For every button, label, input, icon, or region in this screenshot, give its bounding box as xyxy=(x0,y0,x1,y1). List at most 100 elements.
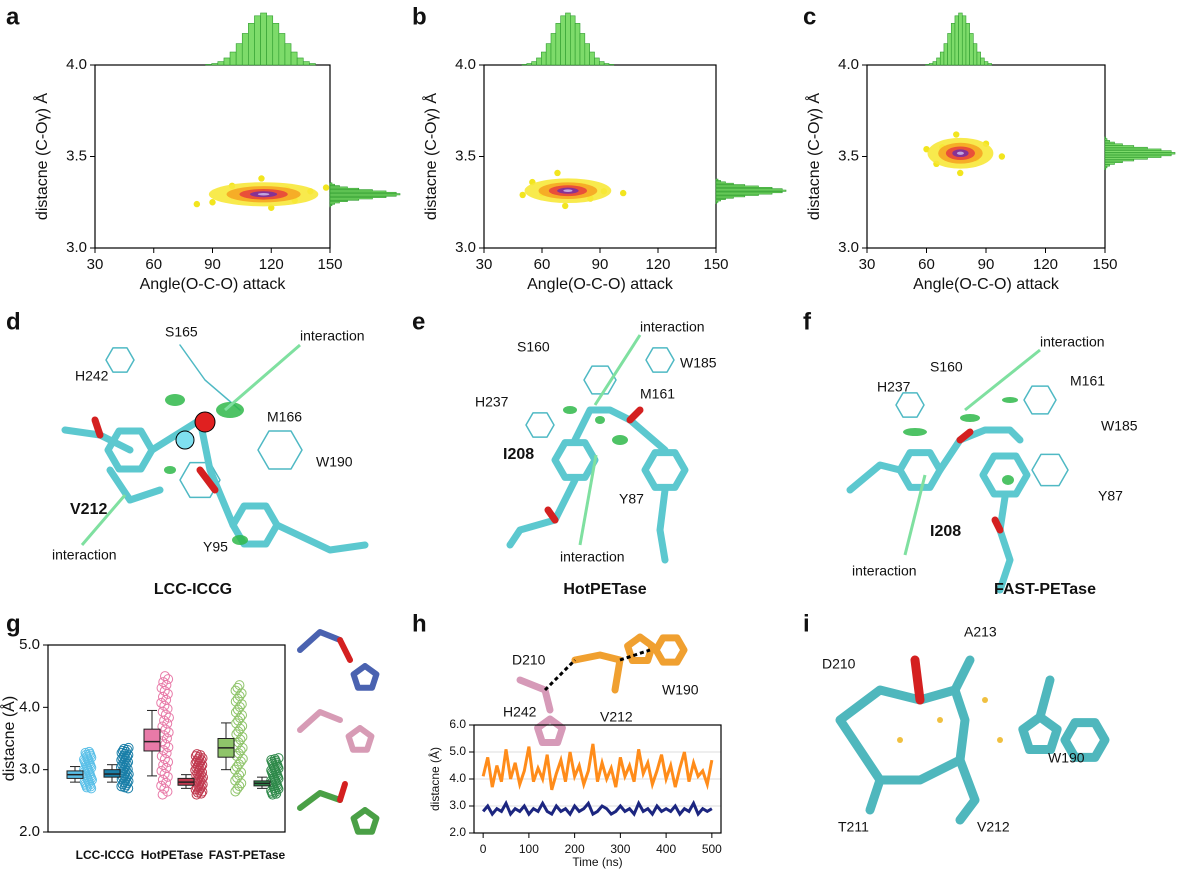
y-tick-label: 4.0 xyxy=(838,56,859,73)
marginal-bar xyxy=(603,63,610,66)
marginal-bar xyxy=(278,33,286,66)
marginal-bar xyxy=(932,61,937,66)
bond xyxy=(106,466,164,504)
bond xyxy=(656,486,669,564)
marginal-bar xyxy=(936,57,941,66)
x-tick-label: 120 xyxy=(1033,256,1058,273)
strip-point xyxy=(192,749,202,760)
marginal-bar xyxy=(555,23,561,66)
panel-label: h xyxy=(412,610,427,637)
residue-label: H242 xyxy=(75,368,109,384)
strip-point xyxy=(232,682,243,693)
y-axis-label: distacne (Å) xyxy=(0,696,18,781)
bond xyxy=(1018,712,1062,755)
x-tick-label: 150 xyxy=(317,256,342,273)
bond xyxy=(571,406,669,454)
residue-label: Y95 xyxy=(203,539,228,555)
arrow xyxy=(80,494,127,546)
interaction-surface xyxy=(1002,397,1018,403)
strip-point xyxy=(156,751,167,762)
bond xyxy=(996,493,1014,594)
plot-frame xyxy=(473,724,722,834)
x-tick-label: 30 xyxy=(476,256,493,273)
marginal-bar xyxy=(260,12,267,66)
bond xyxy=(956,428,974,444)
y-tick-label: 3.0 xyxy=(449,798,466,812)
residue-label: I208 xyxy=(503,446,534,463)
h-bond-dot xyxy=(982,697,988,703)
bond xyxy=(1023,385,1057,415)
residue-label: H242 xyxy=(503,704,537,720)
bond xyxy=(624,633,656,665)
h-bond xyxy=(543,658,577,692)
y-tick-label: 5.0 xyxy=(449,744,466,758)
marginal-bar xyxy=(980,57,985,66)
bond xyxy=(652,634,688,666)
bond xyxy=(551,439,599,481)
x-tick-label: 60 xyxy=(918,256,935,273)
strip-point xyxy=(269,754,280,765)
bond xyxy=(525,412,555,438)
bond xyxy=(1035,675,1055,722)
residue-label: T211 xyxy=(838,819,869,835)
annotation: interaction xyxy=(300,328,365,344)
panel-label: a xyxy=(6,3,20,30)
marginal-bar xyxy=(541,51,547,66)
bond xyxy=(91,416,104,439)
strip-point xyxy=(190,751,201,762)
marginal-bar xyxy=(550,33,557,66)
bond xyxy=(179,344,241,411)
arrow xyxy=(964,348,1041,412)
residue-label: D210 xyxy=(822,656,856,672)
marginal-bar xyxy=(574,23,581,66)
strip-point xyxy=(118,743,129,754)
strip-point xyxy=(80,747,91,758)
interaction-surface xyxy=(563,406,577,414)
marginal-bar xyxy=(983,61,989,66)
density xyxy=(563,189,573,193)
residue-label: I208 xyxy=(930,523,961,540)
panel-i-labels: D210 A213 W190 T211 V212 xyxy=(822,624,1085,835)
structure-title: FAST-PETase xyxy=(994,581,1096,598)
point xyxy=(562,202,569,210)
x-tick-label: 500 xyxy=(702,842,722,856)
bond xyxy=(865,775,885,815)
bond xyxy=(571,651,624,694)
bond xyxy=(273,521,369,554)
h-bond xyxy=(619,648,651,662)
marginal-bar xyxy=(205,64,213,66)
x-tick-label: 90 xyxy=(204,256,221,273)
y-axis-label: distacne (C-Oγ) Å xyxy=(32,93,51,220)
strip-point xyxy=(231,718,242,729)
bond xyxy=(544,506,559,524)
panel-e-labels: interaction S160 W185 H237 M161 I208 Y87… xyxy=(475,319,717,599)
bond xyxy=(534,715,566,747)
residue-label: S160 xyxy=(930,359,963,375)
group-label: HotPETase xyxy=(141,848,204,862)
annotation: interaction xyxy=(560,549,625,565)
y-tick-label: 5.0 xyxy=(19,636,40,653)
x-tick-label: 120 xyxy=(645,256,670,273)
interaction-surface xyxy=(1002,475,1014,485)
density xyxy=(956,151,964,155)
bond xyxy=(645,347,675,373)
strip-point xyxy=(156,683,167,694)
series-line xyxy=(481,743,714,791)
marginal-bar xyxy=(235,43,243,66)
strip xyxy=(266,753,284,800)
x-tick-label: 150 xyxy=(1092,256,1117,273)
marginal-bar xyxy=(290,51,298,66)
residue-label: S165 xyxy=(165,324,198,340)
marginal-bar xyxy=(531,61,537,66)
interaction-surface xyxy=(164,466,176,474)
bond xyxy=(1060,718,1110,762)
x-axis-label: Angle(O-C-O) attack xyxy=(140,276,287,293)
strip-point xyxy=(123,742,134,753)
atom xyxy=(175,430,195,450)
marginal-bar xyxy=(223,57,231,66)
marginal-bar xyxy=(272,23,280,66)
marginal-bar xyxy=(715,178,719,181)
bond xyxy=(1031,453,1069,487)
marginal-bar xyxy=(987,63,992,66)
